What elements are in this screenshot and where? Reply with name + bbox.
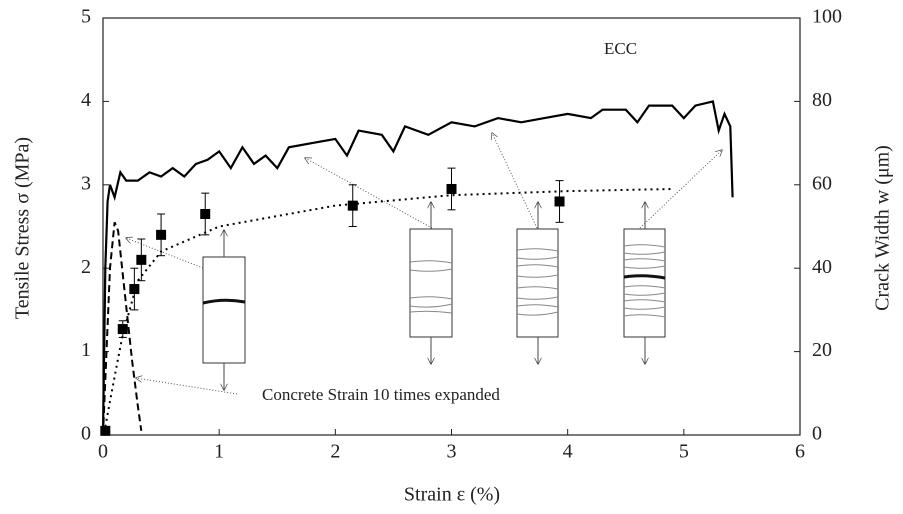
- marker: [200, 208, 211, 219]
- marker: [136, 254, 147, 265]
- marker: [446, 183, 457, 194]
- x-tick-label: 2: [330, 441, 340, 463]
- annotation: Concrete Strain 10 times expanded: [262, 385, 500, 404]
- x-tick-label: 6: [795, 441, 805, 463]
- x-tick-label: 1: [214, 441, 224, 463]
- marker: [129, 284, 140, 295]
- y2-tick-label: 40: [812, 256, 832, 278]
- y2-tick-label: 60: [812, 172, 832, 194]
- y-tick-label: 0: [81, 423, 91, 445]
- annotation: ECC: [604, 39, 637, 58]
- marker: [100, 425, 111, 436]
- marker: [554, 196, 565, 207]
- line: [101, 100, 734, 436]
- line: [102, 221, 143, 436]
- y-tick-label: 4: [81, 89, 91, 111]
- marker: [117, 324, 128, 335]
- y-tick-label: 3: [81, 172, 91, 194]
- y-axis-title: Tensile Stress σ (MPa): [12, 137, 34, 319]
- x-tick-label: 5: [679, 441, 689, 463]
- y2-tick-label: 100: [812, 6, 842, 28]
- marker: [347, 200, 358, 211]
- y2-tick-label: 0: [812, 423, 822, 445]
- y-tick-label: 5: [81, 6, 91, 28]
- marker: [156, 229, 167, 240]
- plot-frame: [102, 17, 801, 436]
- x-axis-title: Strain ε (%): [404, 484, 500, 506]
- x-tick-label: 3: [447, 441, 457, 463]
- y-tick-label: 2: [81, 256, 91, 278]
- y2-tick-label: 80: [812, 89, 832, 111]
- specimens: [126, 133, 722, 395]
- y2-axis-title: Crack Width w (μm): [872, 145, 894, 311]
- line: [104, 188, 673, 427]
- x-tick-label: 4: [563, 441, 573, 463]
- x-tick-label: 0: [98, 441, 108, 463]
- y2-tick-label: 20: [812, 339, 832, 361]
- y-tick-label: 1: [81, 339, 91, 361]
